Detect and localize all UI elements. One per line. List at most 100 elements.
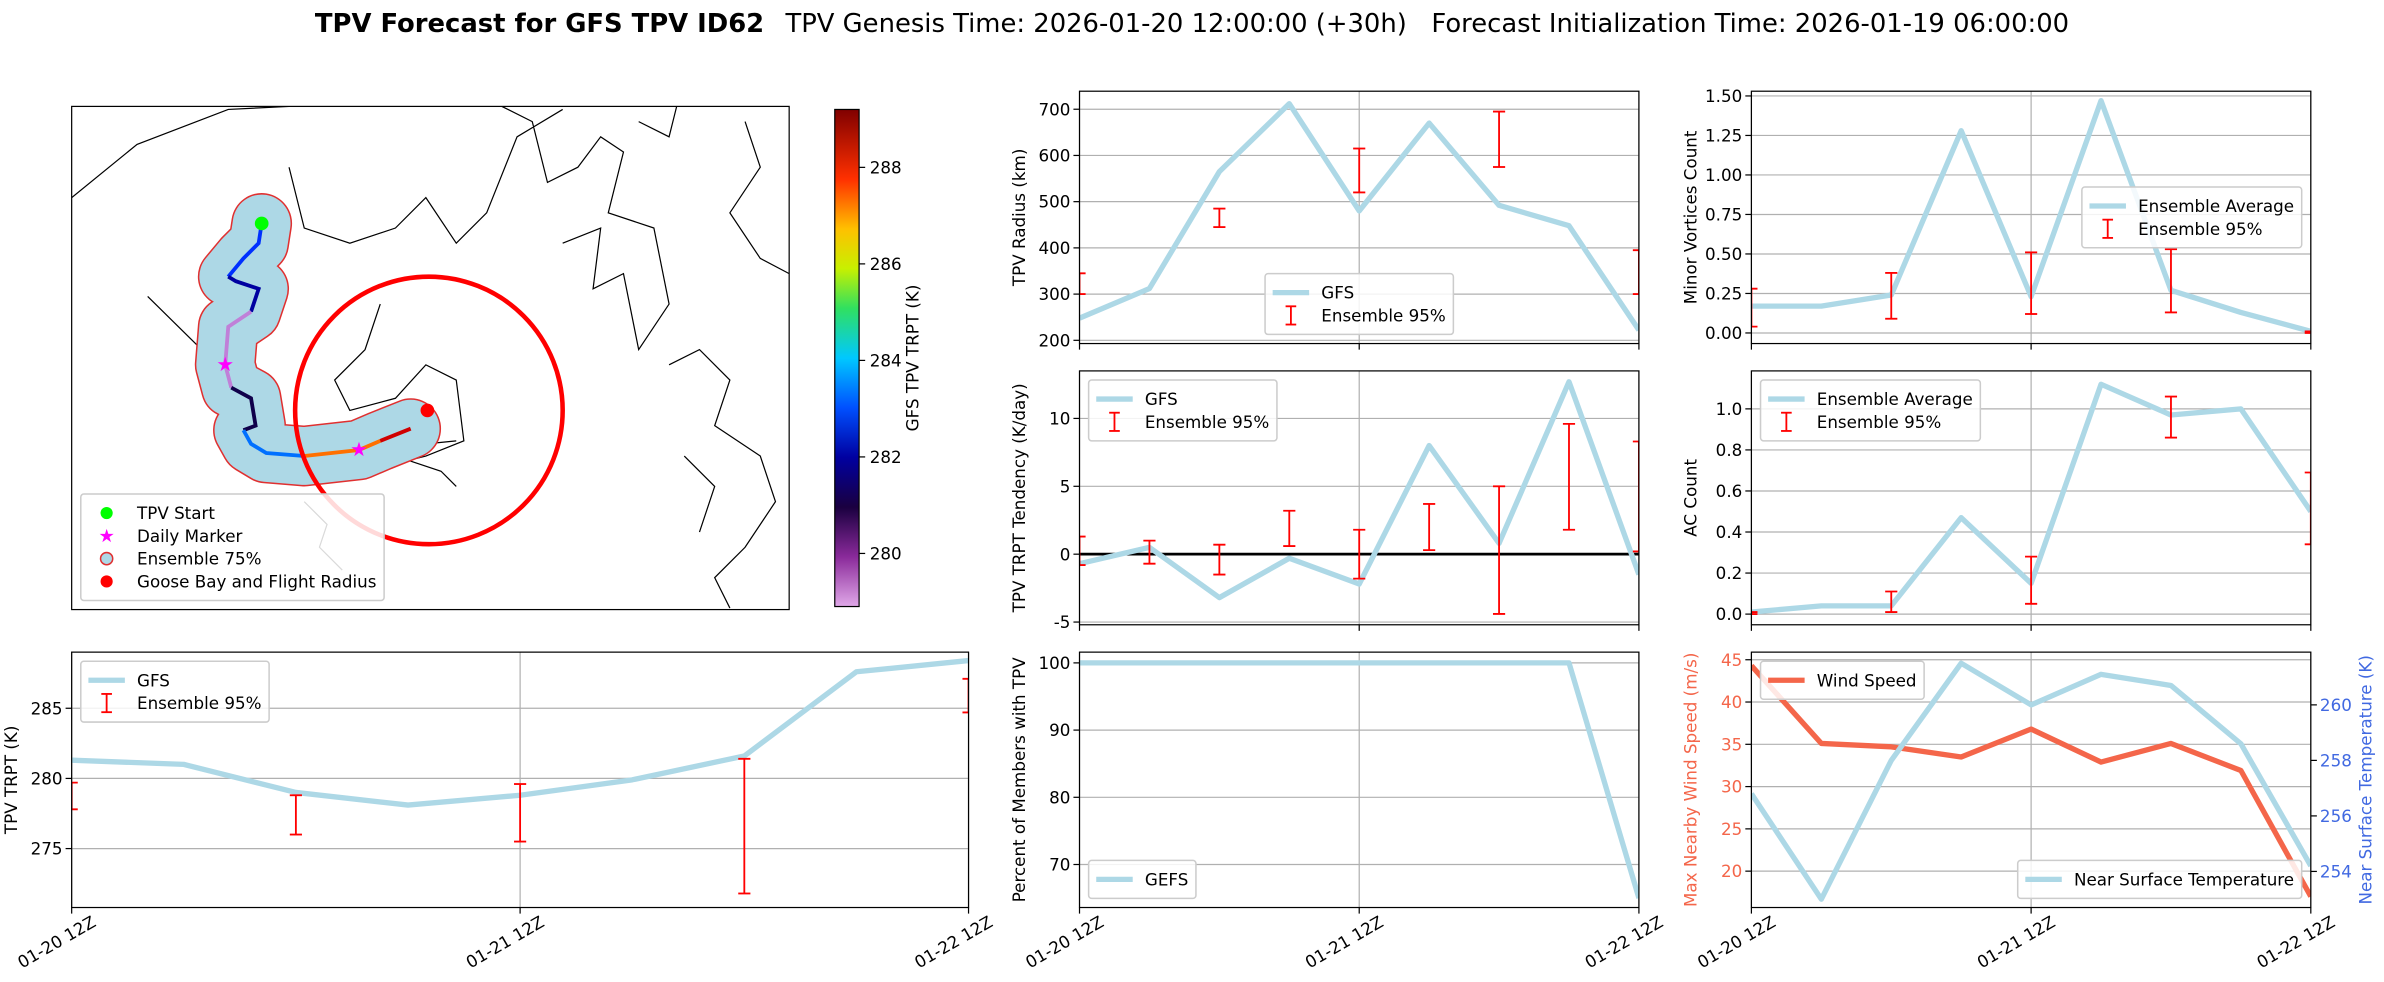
legend-box [1759,660,1925,701]
y-tick-label: 10 [1049,409,1070,429]
error-bar [1079,535,1086,566]
axes-frame [1078,651,1640,909]
legend: Ensemble Average Ensemble 95% [1759,379,1982,442]
y-tick-label: 0 [1060,544,1071,564]
legend-label: Ensemble 95% [137,693,261,713]
series-line [1079,660,1639,899]
colorbar-label: GFS TPV TRPT (K) [902,285,922,432]
error-bar [2304,471,2311,546]
legend-box [2081,186,2303,249]
error-bar [1353,147,1366,194]
colorbar-tick-label: 286 [870,254,902,274]
error-bar [514,783,527,843]
y-tick-label: 0.8 [1716,440,1743,460]
y-tick-label: 400 [1038,238,1070,258]
error-bar [2164,248,2178,314]
legend-label: Wind Speed [1817,670,1917,690]
axes-frame [1750,90,2312,345]
panel: -5 0 5 10 TPV TRPT Tendency (K/day) GFS Ensemb… [1009,370,1640,632]
error-bar [2304,330,2311,334]
title: TPV Forecast for GFS TPV ID62 [315,9,764,39]
y-tick-label: 30 [1721,777,1742,797]
y-tick-label: 40 [1721,692,1742,712]
y-axis-label: TPV Radius (km) [1009,149,1029,287]
legend-label: GFS [1321,283,1354,303]
error-bar [1213,207,1226,228]
error-bar [1079,272,1086,296]
legend: TPV Start Daily Marker Ensemble 75% Goose B… [80,493,385,602]
axes-frame [1750,651,2312,909]
error-bar [1632,440,1639,553]
y2-tick-label: 254 [2320,862,2352,882]
colorbar-tick-label: 280 [870,544,902,564]
axes-frame [71,651,970,909]
legend-label: Ensemble 95% [1321,306,1445,326]
error-bar [738,757,751,895]
legend-label: Ensemble 95% [1817,412,1941,432]
y-tick-label: -5 [1054,612,1071,632]
legend: GFS Ensemble 95% [1264,272,1455,336]
subtitle: TPV Genesis Time: 2026-01-20 12:00:00 (+… [784,9,2069,39]
axes-frame [1750,370,2312,626]
y-tick-label: 90 [1049,720,1070,740]
track [241,429,305,458]
y2-tick-label: 258 [2320,750,2352,770]
y-tick-label: 35 [1721,734,1742,754]
error-bar [1283,509,1296,547]
error-bar [2164,395,2178,439]
y-tick-label: 1.25 [1705,126,1742,146]
error-bar [1751,611,1758,616]
legend-box [80,493,385,602]
tpv-start [254,216,269,231]
y-tick-label: 0.0 [1716,604,1743,624]
legend: GFS Ensemble 95% [80,660,270,723]
y-axis-label: Percent of Members with TPV [1009,657,1029,903]
legend-box [80,660,270,723]
track [230,385,258,432]
legend-icon: ★ [98,526,114,547]
series-line [1079,379,1639,601]
y-tick-label: 1.50 [1705,86,1742,106]
legend-label: Near Surface Temperature [2074,869,2294,889]
legend-label: Daily Marker [137,526,243,546]
legend: Wind Speed [1759,660,1925,701]
legend-icon [100,506,113,520]
y-tick-label: 275 [31,839,63,859]
y-axis-label: TPV TRPT (K) [1,726,21,836]
track [227,275,262,313]
map: ★ ★ [71,106,790,609]
y-tick-label: 20 [1721,861,1742,881]
error-bar [1423,503,1436,552]
y-tick-label: 0.00 [1705,323,1742,343]
legend-box [1759,379,1982,442]
track [226,223,264,278]
track [304,439,382,458]
legend-box [1264,272,1455,336]
legend-icon [100,575,113,588]
legend: Ensemble Average Ensemble 95% [2081,186,2303,249]
map-frame [71,105,790,611]
error-bar [71,781,78,811]
y-tick-label: 1.00 [1705,165,1742,185]
legend: GEFS [1087,859,1197,900]
error-bar [1213,543,1226,576]
legend-label: Ensemble Average [2138,196,2294,216]
y-tick-label: 500 [1038,192,1070,212]
track [379,426,412,443]
legend: GFS Ensemble 95% [1087,379,1278,442]
y-tick-label: 300 [1038,284,1070,304]
legend-label: TPV Start [136,503,215,523]
series-line [1751,663,2311,898]
error-bar [1492,485,1506,615]
legend-box [1087,379,1278,442]
y-tick-label: 0.25 [1705,284,1742,304]
y-tick-label: 0.6 [1716,481,1743,501]
error-bar [1885,590,1898,613]
y-tick-label: 280 [31,769,63,789]
error-bar [1632,249,1639,296]
colorbar [834,108,860,608]
legend-box [2016,859,2303,900]
y-tick-label: 700 [1038,99,1070,119]
series-line [1079,101,1639,332]
legend-label: Ensemble 75% [137,549,261,569]
